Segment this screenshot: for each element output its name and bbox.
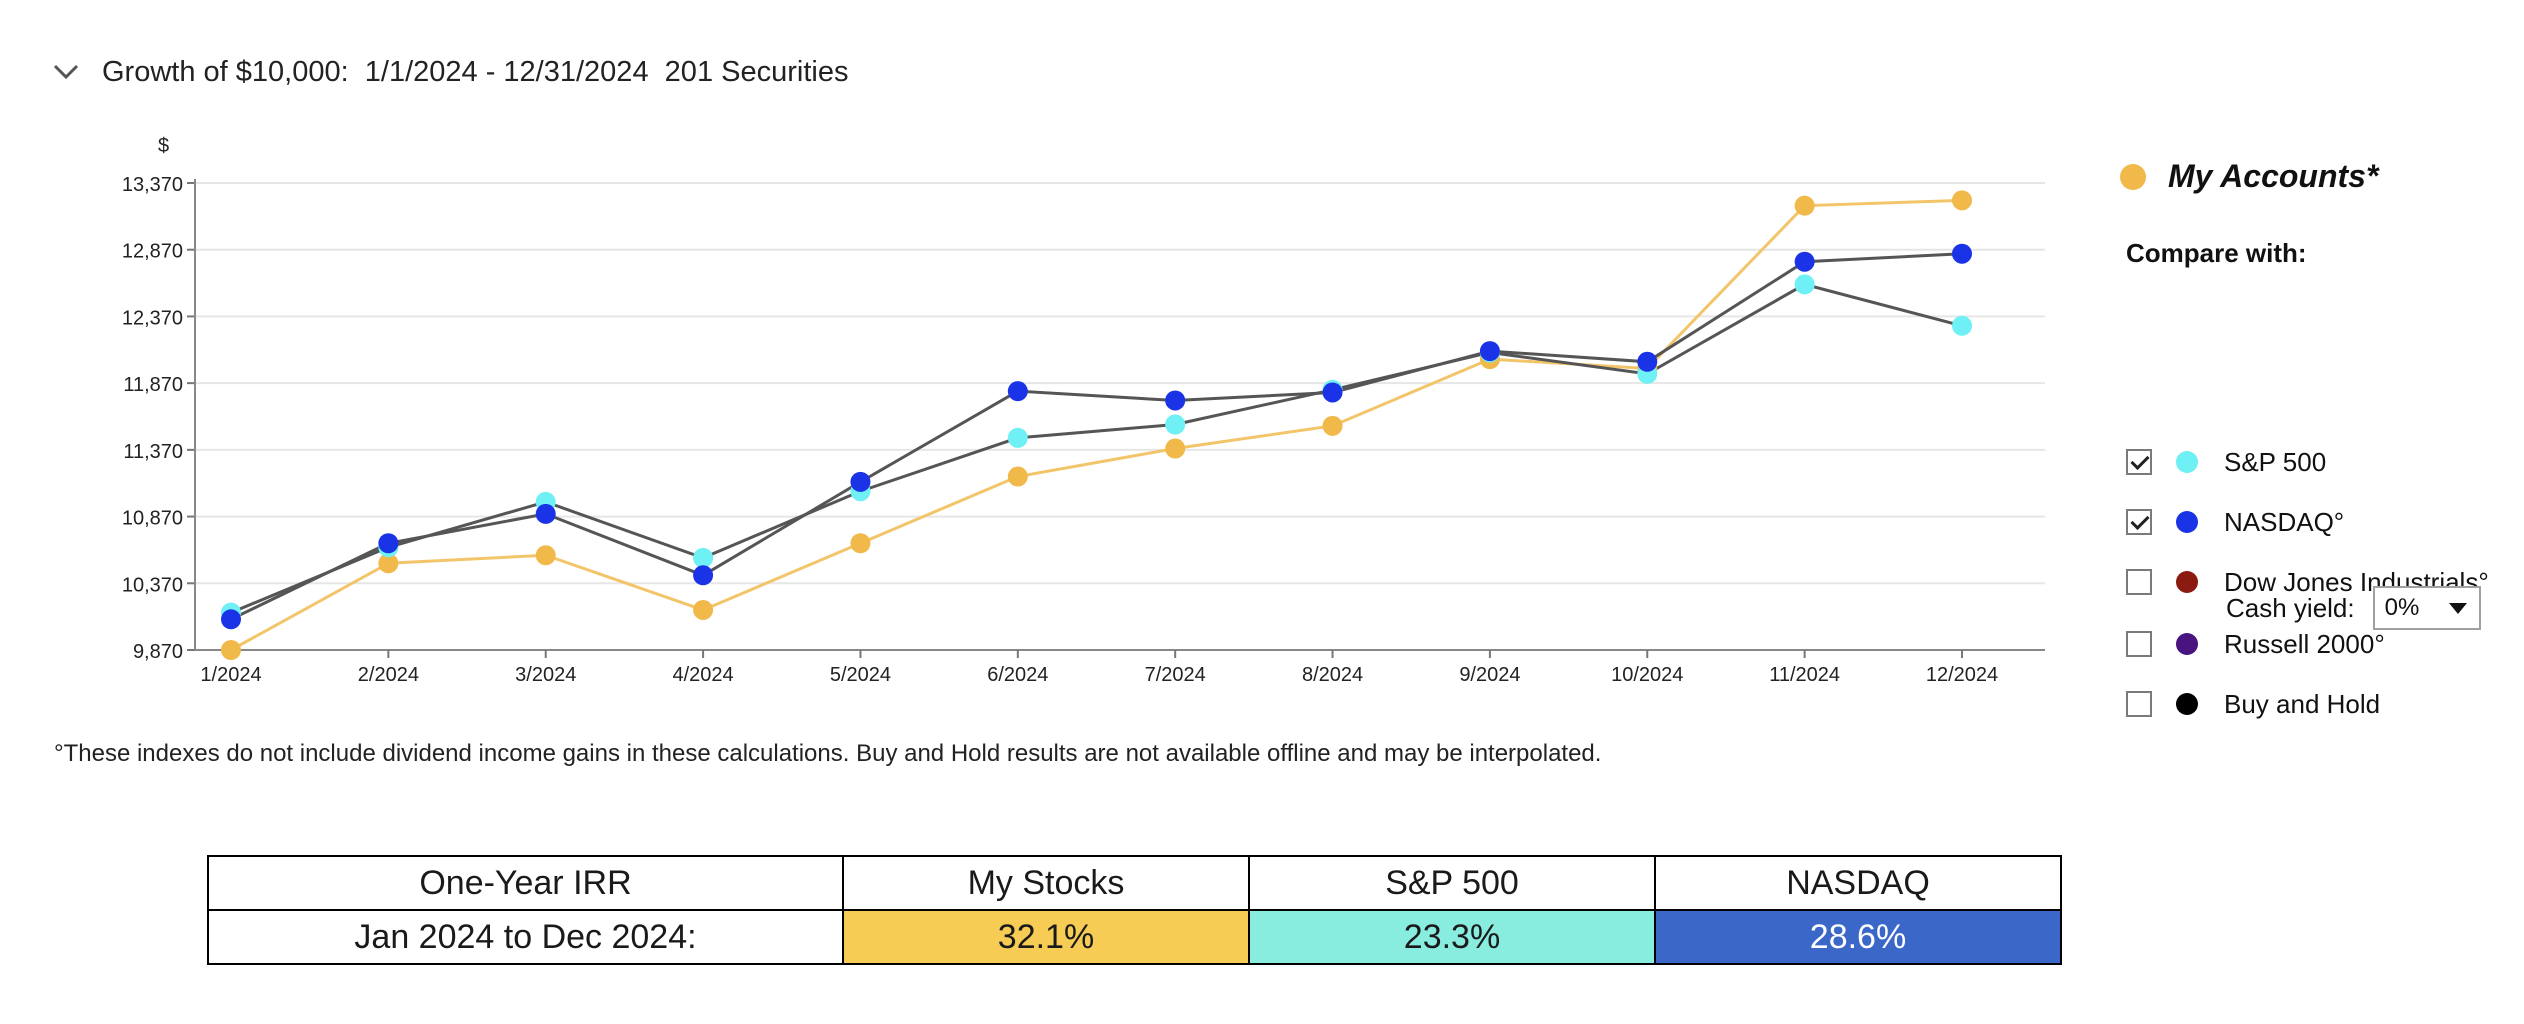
nasdaq-data-point (1165, 390, 1186, 411)
x-tick-label: 12/2024 (1926, 664, 1998, 686)
sp500-label: S&P 500 (2224, 446, 2327, 477)
sp500-data-point (1794, 274, 1815, 295)
legend-my-accounts: My Accounts* (2120, 158, 2378, 195)
nasdaq-data-point (1322, 382, 1343, 403)
dow-jones-checkbox[interactable] (2126, 569, 2152, 595)
my-accounts-data-point (693, 599, 714, 620)
my-accounts-data-point (378, 553, 399, 574)
legend-item-sp500[interactable]: S&P 500 (2126, 442, 2326, 482)
buy-and-hold-dot-icon (2176, 693, 2198, 715)
russell-label: Russell 2000° (2224, 628, 2385, 659)
sp500-dot-icon (2176, 451, 2198, 473)
sp500-data-point (1952, 315, 1972, 336)
my-accounts-data-point (850, 533, 871, 554)
irr-value-my-stocks: 32.1% (842, 909, 1250, 965)
x-tick-label: 9/2024 (1459, 664, 1520, 686)
nasdaq-data-point (850, 471, 871, 492)
nasdaq-checkbox[interactable] (2126, 509, 2152, 535)
chart-title: Growth of $10,000: 1/1/2024 - 12/31/2024… (102, 55, 849, 88)
sp500-series-line (230, 282, 1963, 615)
x-tick-label: 1/2024 (200, 664, 261, 686)
nasdaq-data-point (1794, 251, 1815, 272)
legend-item-nasdaq[interactable]: NASDAQ° (2126, 502, 2344, 542)
russell-checkbox[interactable] (2126, 631, 2152, 657)
my-accounts-data-point (1165, 438, 1186, 459)
dow-jones-dot-icon (2176, 571, 2198, 593)
chevron-down-icon[interactable] (52, 62, 80, 82)
cash-yield-label: Cash yield: (2226, 592, 2355, 623)
x-tick-label: 4/2024 (673, 664, 734, 686)
irr-value-sp500: 23.3% (1248, 909, 1656, 965)
nasdaq-data-point (1637, 351, 1658, 372)
my-accounts-data-point (535, 545, 556, 566)
y-tick-label: 12,370 (122, 307, 183, 329)
my-accounts-data-point (1007, 466, 1028, 487)
y-tick-label: 10,870 (122, 508, 183, 530)
irr-header-cell: My Stocks (842, 855, 1250, 911)
legend-item-russell[interactable]: Russell 2000° (2126, 624, 2385, 664)
x-tick-label: 8/2024 (1302, 664, 1363, 686)
y-tick-label: 12,870 (122, 241, 183, 263)
y-tick-label: 9,870 (133, 641, 183, 663)
nasdaq-data-point (1007, 381, 1028, 402)
my-accounts-data-point (221, 640, 241, 660)
nasdaq-data-point (693, 565, 714, 586)
irr-value-nasdaq: 28.6% (1654, 909, 2062, 965)
x-tick-label: 3/2024 (515, 664, 576, 686)
y-tick-label: 11,370 (123, 441, 183, 463)
irr-value-row: Jan 2024 to Dec 2024: 32.1% 23.3% 28.6% (207, 909, 2062, 965)
irr-header-cell: One-Year IRR (207, 855, 844, 911)
my-accounts-label: My Accounts* (2168, 158, 2379, 194)
cash-yield-value: 0% (2384, 594, 2420, 621)
dropdown-caret-icon (2448, 602, 2467, 614)
growth-line-chart: 9,870 10,370 10,870 11,370 11,870 12,370 12,87… (122, 135, 2045, 686)
y-axis-label: $ (158, 135, 169, 157)
my-accounts-data-point (1794, 195, 1815, 216)
y-tick-label: 11,870 (123, 374, 183, 396)
x-tick-label: 7/2024 (1145, 664, 1206, 686)
buy-and-hold-label: Buy and Hold (2224, 688, 2381, 719)
nasdaq-label: NASDAQ° (2224, 506, 2345, 537)
buy-and-hold-checkbox[interactable] (2126, 691, 2152, 717)
nasdaq-data-point (221, 609, 241, 630)
nasdaq-series-line (230, 252, 1963, 621)
nasdaq-data-point (1479, 341, 1500, 362)
irr-header-cell: NASDAQ (1654, 855, 2062, 911)
y-tick-label: 10,370 (122, 574, 183, 596)
cash-yield-select[interactable]: 0% (2372, 586, 2481, 630)
nasdaq-data-point (535, 503, 556, 524)
irr-row-label: Jan 2024 to Dec 2024: (207, 909, 844, 965)
sp500-data-point (693, 547, 714, 568)
my-accounts-data-point (1952, 190, 1972, 211)
irr-header-cell: S&P 500 (1248, 855, 1656, 911)
y-tick-label: 13,370 (122, 174, 183, 196)
section-header: Growth of $10,000: 1/1/2024 - 12/31/2024… (52, 52, 848, 92)
x-tick-label: 10/2024 (1611, 664, 1683, 686)
compare-with-label: Compare with: (2126, 238, 2307, 268)
x-tick-label: 2/2024 (358, 664, 419, 686)
sp500-data-point (1007, 427, 1028, 448)
x-tick-label: 11/2024 (1769, 664, 1840, 686)
my-accounts-series-line (230, 198, 1963, 652)
nasdaq-dot-icon (2176, 511, 2198, 533)
sp500-data-point (1165, 414, 1186, 435)
nasdaq-data-point (378, 533, 399, 554)
irr-header-row: One-Year IRR My Stocks S&P 500 NASDAQ (207, 855, 2062, 911)
my-accounts-dot-icon (2120, 163, 2146, 190)
x-tick-label: 5/2024 (830, 664, 891, 686)
my-accounts-data-point (1322, 415, 1343, 436)
footnote: °These indexes do not include dividend i… (54, 740, 1602, 767)
russell-dot-icon (2176, 633, 2198, 655)
x-tick-label: 6/2024 (987, 664, 1048, 686)
cash-yield-control: Cash yield: 0% (2226, 586, 2481, 630)
nasdaq-data-point (1952, 243, 1972, 264)
sp500-checkbox[interactable] (2126, 449, 2152, 475)
irr-table: One-Year IRR My Stocks S&P 500 NASDAQ Ja… (207, 855, 2062, 965)
legend-item-buy-and-hold[interactable]: Buy and Hold (2126, 684, 2380, 724)
